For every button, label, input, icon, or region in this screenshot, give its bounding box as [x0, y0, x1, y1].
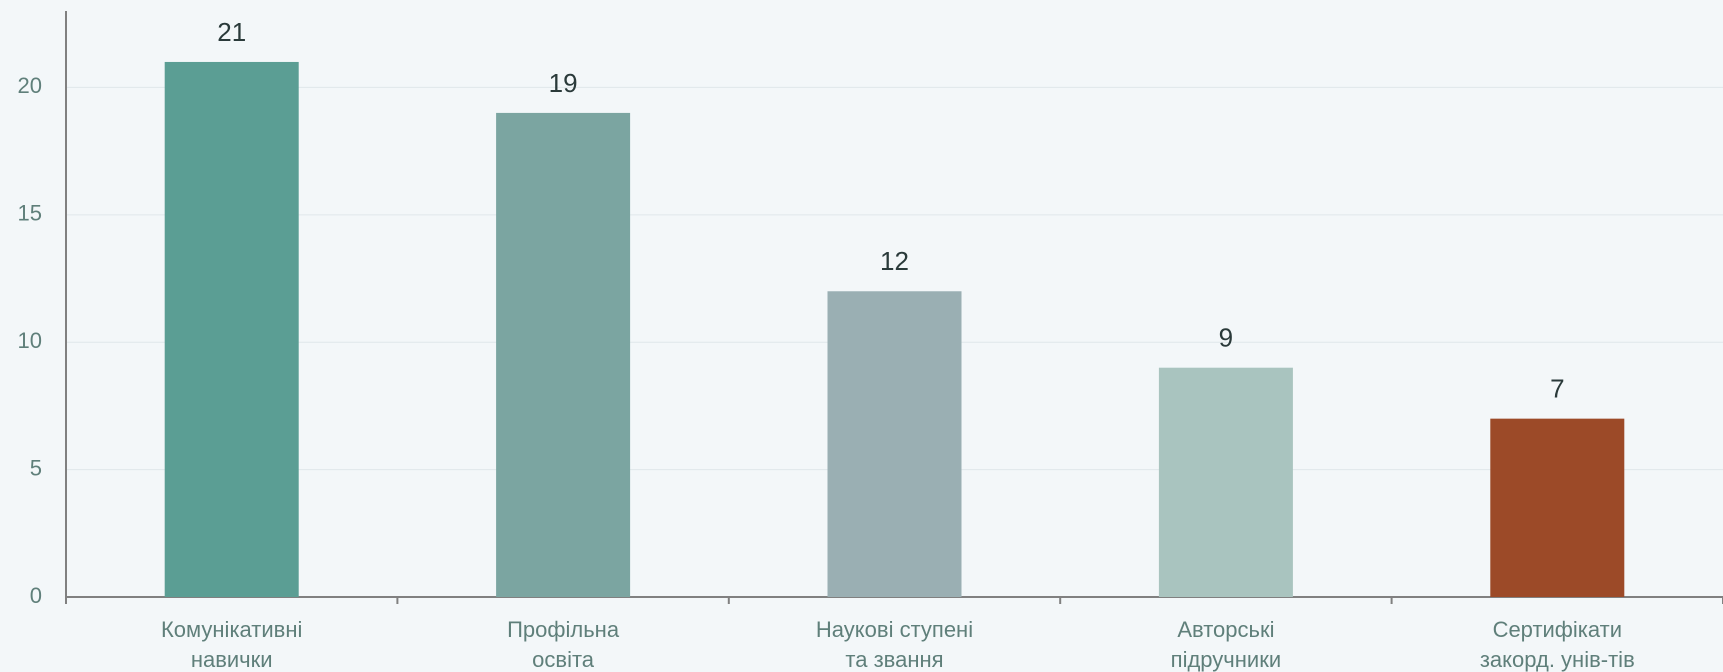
- x-tick-label: підручники: [1171, 647, 1281, 672]
- value-label: 7: [1550, 374, 1564, 404]
- x-tick-label: та звання: [845, 647, 943, 672]
- y-tick-label: 20: [18, 73, 42, 98]
- bar: [1158, 367, 1293, 597]
- bar: [827, 291, 962, 597]
- bar: [164, 61, 299, 597]
- x-tick-label: Наукові ступені: [816, 617, 973, 642]
- y-tick-label: 15: [18, 201, 42, 226]
- x-tick-label: навички: [191, 647, 273, 672]
- y-tick-label: 10: [18, 328, 42, 353]
- bar: [496, 112, 631, 598]
- x-tick-label: освіта: [532, 647, 595, 672]
- value-label: 12: [880, 246, 909, 276]
- x-tick-label: Авторські: [1177, 617, 1274, 642]
- value-label: 21: [217, 17, 246, 47]
- x-tick-label: Сертифікати: [1493, 617, 1622, 642]
- y-tick-label: 0: [30, 583, 42, 608]
- x-tick-label: Профільна: [507, 617, 620, 642]
- value-label: 9: [1219, 323, 1233, 353]
- x-tick-label: закорд. унів-тів: [1480, 647, 1635, 672]
- x-tick-label: Комунікативні: [161, 617, 302, 642]
- y-tick-label: 5: [30, 455, 42, 480]
- bar: [1490, 418, 1625, 597]
- value-label: 19: [549, 68, 578, 98]
